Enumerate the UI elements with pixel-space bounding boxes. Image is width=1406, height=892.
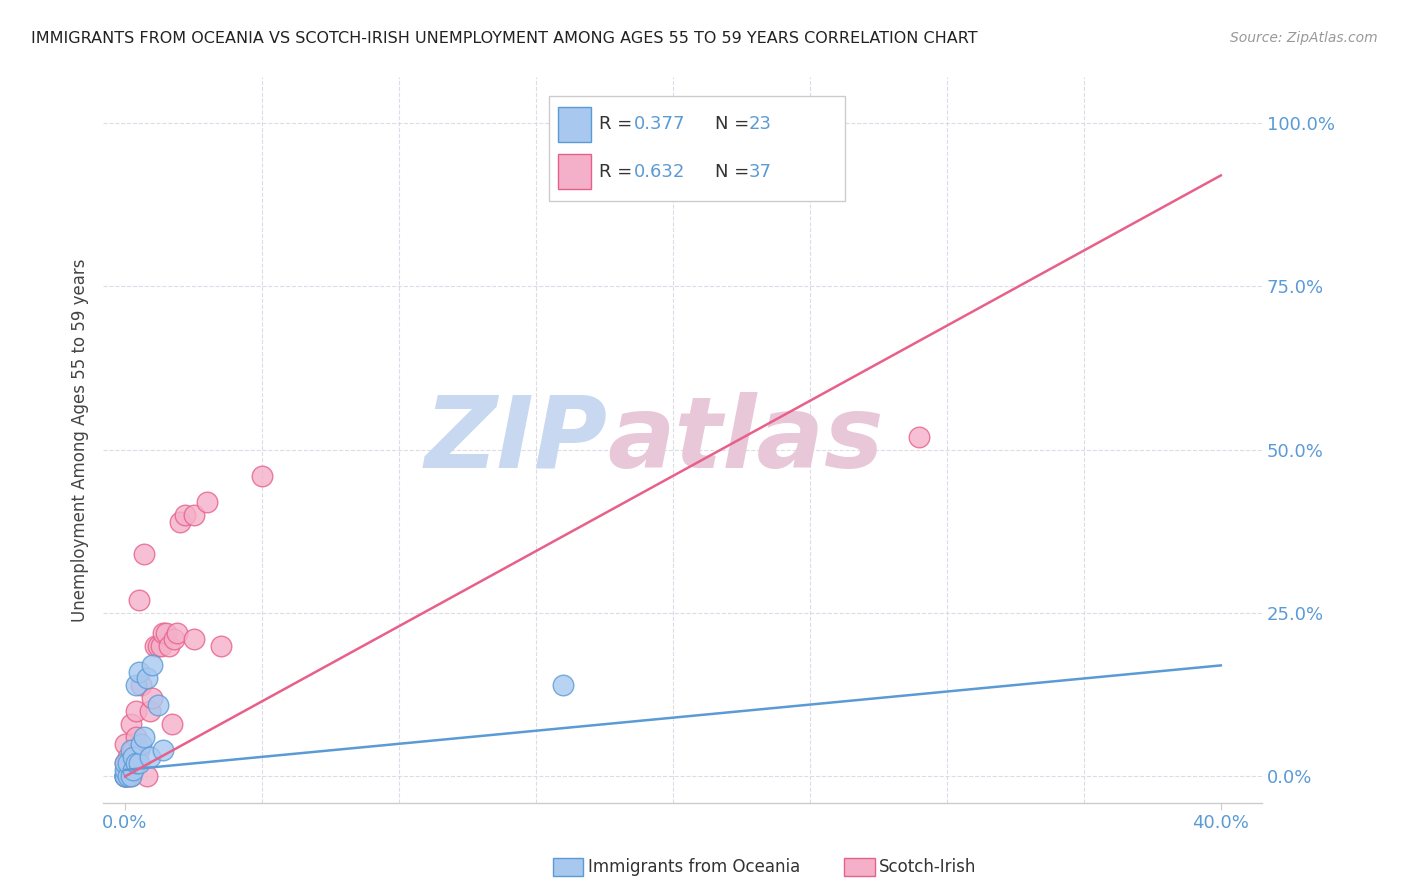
- Point: [125, 756, 148, 771]
- Point: [120, 717, 142, 731]
- Point: [114, 769, 136, 783]
- Point: [149, 639, 172, 653]
- Point: [141, 658, 163, 673]
- Text: ZIP: ZIP: [425, 392, 607, 489]
- Point: [143, 639, 166, 653]
- Point: [183, 632, 205, 647]
- Point: [195, 495, 218, 509]
- Point: [114, 756, 136, 771]
- Text: Source: ZipAtlas.com: Source: ZipAtlas.com: [1230, 31, 1378, 45]
- Text: atlas: atlas: [607, 392, 884, 489]
- Point: [120, 769, 142, 783]
- Y-axis label: Unemployment Among Ages 55 to 59 years: Unemployment Among Ages 55 to 59 years: [72, 259, 89, 622]
- Point: [128, 665, 150, 679]
- Point: [136, 672, 159, 686]
- Point: [128, 756, 150, 771]
- Point: [160, 717, 183, 731]
- Point: [117, 750, 139, 764]
- Point: [120, 743, 142, 757]
- Point: [117, 756, 139, 771]
- Point: [183, 508, 205, 523]
- Point: [122, 743, 145, 757]
- Point: [152, 743, 174, 757]
- Point: [174, 508, 197, 523]
- Point: [138, 704, 160, 718]
- Point: [141, 691, 163, 706]
- Point: [134, 731, 156, 745]
- Point: [117, 769, 139, 783]
- Point: [908, 430, 931, 444]
- Point: [114, 737, 136, 751]
- Point: [166, 625, 188, 640]
- Point: [209, 639, 232, 653]
- Point: [169, 515, 191, 529]
- Point: [114, 763, 136, 777]
- Point: [125, 731, 148, 745]
- Point: [131, 678, 153, 692]
- Point: [114, 769, 136, 783]
- Text: Immigrants from Oceania: Immigrants from Oceania: [588, 858, 800, 876]
- Point: [128, 593, 150, 607]
- Point: [146, 698, 169, 712]
- Point: [155, 625, 177, 640]
- Point: [146, 639, 169, 653]
- Text: Scotch-Irish: Scotch-Irish: [879, 858, 976, 876]
- Point: [122, 763, 145, 777]
- Point: [163, 632, 186, 647]
- Point: [125, 704, 148, 718]
- Point: [136, 769, 159, 783]
- Point: [114, 756, 136, 771]
- Point: [114, 769, 136, 783]
- Point: [120, 769, 142, 783]
- Point: [157, 639, 180, 653]
- Point: [114, 769, 136, 783]
- Point: [117, 769, 139, 783]
- Point: [114, 769, 136, 783]
- Point: [125, 678, 148, 692]
- Point: [152, 625, 174, 640]
- Point: [128, 743, 150, 757]
- Point: [138, 750, 160, 764]
- Point: [799, 116, 821, 130]
- Point: [122, 756, 145, 771]
- Point: [122, 750, 145, 764]
- Point: [250, 469, 273, 483]
- Point: [131, 737, 153, 751]
- Point: [134, 547, 156, 561]
- Text: IMMIGRANTS FROM OCEANIA VS SCOTCH-IRISH UNEMPLOYMENT AMONG AGES 55 TO 59 YEARS C: IMMIGRANTS FROM OCEANIA VS SCOTCH-IRISH …: [31, 31, 977, 46]
- Point: [553, 678, 575, 692]
